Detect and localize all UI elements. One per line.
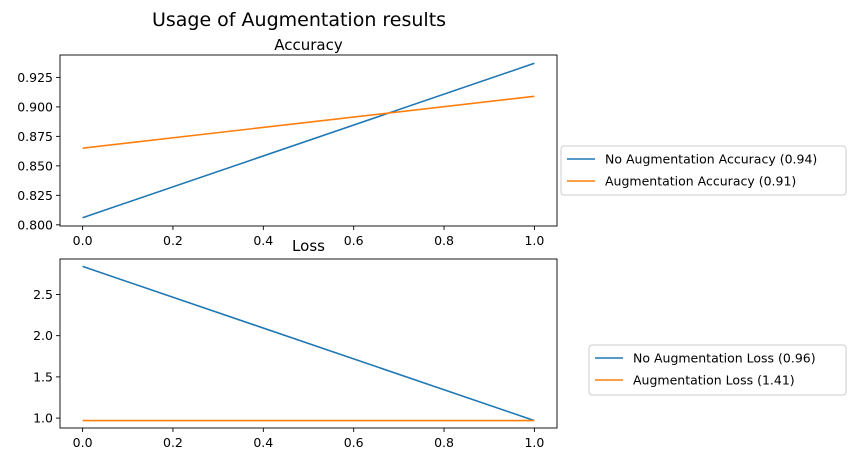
series-line-0 xyxy=(82,62,535,219)
x-tick-label: 0.6 xyxy=(344,233,364,248)
y-tick-label: 2.0 xyxy=(33,328,53,343)
figure-title: Usage of Augmentation results xyxy=(152,9,446,31)
y-tick-label: 0.925 xyxy=(17,70,53,85)
legend-label: Augmentation Accuracy (0.91) xyxy=(605,174,796,189)
y-tick-label: 2.5 xyxy=(33,287,53,302)
x-tick-label: 1.0 xyxy=(524,233,544,248)
chart-accuracy: Accuracy 0.0 0.2 0.4 0.6 0.8 1.0 0.800 0.825 0.85… xyxy=(17,36,847,248)
chart-title: Accuracy xyxy=(274,36,343,54)
series-line-0 xyxy=(82,265,535,422)
plot-frame xyxy=(59,54,558,227)
chart-title: Loss xyxy=(292,237,325,255)
x-tick-label: 0.4 xyxy=(253,233,273,248)
plot-frame xyxy=(59,258,558,429)
y-tick-label: 0.850 xyxy=(17,158,53,173)
legend-label: No Augmentation Accuracy (0.94) xyxy=(605,152,817,167)
y-tick-label: 0.825 xyxy=(17,188,53,203)
legend-box xyxy=(560,145,847,196)
y-tick-label: 1.5 xyxy=(33,369,53,384)
legend-label: No Augmentation Loss (0.96) xyxy=(633,351,816,366)
legend-box xyxy=(588,344,847,396)
x-tick-label: 0.0 xyxy=(73,435,93,450)
x-tick-label: 0.0 xyxy=(73,233,93,248)
chart-loss: Loss 0.0 0.2 0.4 0.6 0.8 1.0 1.0 1.5 2.0 2.5 No Aug… xyxy=(33,237,847,450)
y-tick-label: 0.800 xyxy=(17,217,53,232)
x-tick-label: 0.2 xyxy=(163,233,183,248)
legend: No Augmentation Accuracy (0.94) Augmentat… xyxy=(560,145,847,196)
y-tick-label: 0.875 xyxy=(17,129,53,144)
legend: No Augmentation Loss (0.96) Augmentation … xyxy=(588,344,847,396)
x-tick-label: 0.8 xyxy=(434,233,454,248)
x-tick-label: 0.6 xyxy=(344,435,364,450)
y-tick-label: 1.0 xyxy=(33,411,53,426)
x-tick-label: 0.8 xyxy=(434,435,454,450)
x-tick-label: 0.4 xyxy=(253,435,273,450)
legend-label: Augmentation Loss (1.41) xyxy=(633,373,795,388)
x-tick-label: 0.2 xyxy=(163,435,183,450)
x-tick-label: 1.0 xyxy=(524,435,544,450)
series-line-1 xyxy=(82,95,535,149)
charts: Accuracy 0.0 0.2 0.4 0.6 0.8 1.0 0.800 0.825 0.85… xyxy=(17,36,847,450)
y-tick-label: 0.900 xyxy=(17,99,53,114)
